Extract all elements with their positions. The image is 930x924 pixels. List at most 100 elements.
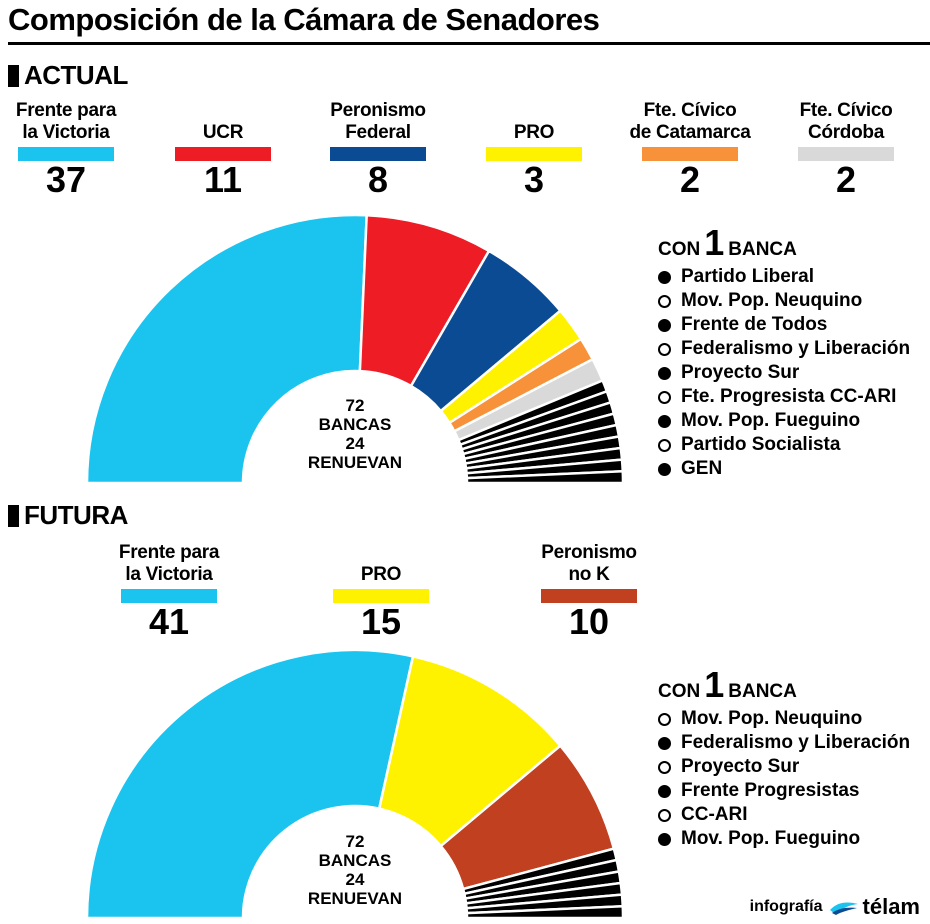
party-name: Peronismo no K <box>541 542 637 586</box>
filled-circle-icon <box>658 366 671 380</box>
party-name: PRO <box>486 100 582 144</box>
party-block: PRO 15 <box>333 542 429 641</box>
page-title: Composición de la Cámara de Senadores <box>8 2 600 37</box>
legend-number: 1 <box>704 222 725 263</box>
party-name-line1: Frente para <box>118 542 220 563</box>
telam-logo-icon <box>829 902 858 915</box>
legend-item: Proyecto Sur <box>658 361 910 385</box>
party-name-line2: la Victoria <box>22 122 110 143</box>
hemicycle-segment <box>85 213 368 485</box>
legend-item: Mov. Pop. Fueguino <box>658 409 910 433</box>
total-seats: 72 <box>345 832 365 851</box>
legend-item-label: Federalismo y Liberación <box>681 338 911 359</box>
party-name: PRO <box>333 542 429 586</box>
filled-circle-icon <box>658 784 671 798</box>
legend-heading: CON 1 BANCA <box>658 222 910 263</box>
party-block: Frente para la Victoria 37 <box>15 100 117 200</box>
filled-circle-icon <box>658 736 671 750</box>
party-block: Fte. Cívico Córdoba 2 <box>798 100 894 199</box>
empty-circle-icon <box>658 390 671 404</box>
legend-prefix: CON <box>658 239 701 260</box>
credit-brand: télam <box>862 894 920 919</box>
party-name-line2: Córdoba <box>807 122 884 143</box>
renew-count: 24 <box>345 434 365 453</box>
party-name-line1: Peronismo <box>541 542 637 563</box>
party-name-line2: no K <box>568 564 610 585</box>
party-block: Fte. Cívico de Catamarca 2 <box>629 100 750 200</box>
heading-square-icon <box>8 64 19 87</box>
seats-word: BANCAS <box>318 415 392 434</box>
party-seat-count: 2 <box>835 159 857 200</box>
legend-item: Frente de Todos <box>658 313 910 337</box>
party-name-line1: Peronismo <box>330 100 426 121</box>
renew-count: 24 <box>345 870 365 889</box>
seats-word: BANCAS <box>318 851 392 870</box>
party-color-swatch <box>333 589 429 603</box>
hemicycle-segment <box>85 648 415 920</box>
legend-item: GEN <box>658 457 910 481</box>
empty-circle-icon <box>658 712 671 726</box>
legend-item-label: Federalismo y Liberación <box>681 732 911 753</box>
party-name: Frente para la Victoria <box>15 100 117 144</box>
legend-suffix: BANCA <box>728 239 797 260</box>
legend-item-label: Fte. Progresista CC-ARI <box>681 386 897 407</box>
party-name-line2: UCR <box>202 122 244 143</box>
party-block: Peronismo Federal 8 <box>330 100 426 199</box>
credit: infografía télam <box>750 894 920 920</box>
party-seat-count: 2 <box>679 159 701 200</box>
center-label-futura: 72 BANCAS 24 RENUEVAN <box>290 832 420 908</box>
hemicycle-segment <box>465 470 625 485</box>
section-heading-actual-label: ACTUAL <box>24 60 128 90</box>
party-name-line1: Fte. Cívico <box>799 100 893 121</box>
legend-item: Federalismo y Liberación <box>658 337 910 361</box>
empty-circle-icon <box>658 342 671 356</box>
legend-item: Frente Progresistas <box>658 779 910 803</box>
legend-item-label: Mov. Pop. Neuquino <box>681 708 863 729</box>
empty-circle-icon <box>658 808 671 822</box>
party-name: Peronismo Federal <box>330 100 426 144</box>
filled-circle-icon <box>658 832 671 846</box>
filled-circle-icon <box>658 270 671 284</box>
party-seat-count: 37 <box>45 159 87 200</box>
party-block: Peronismo no K 10 <box>541 542 637 641</box>
hemicycle-segment <box>465 905 625 920</box>
party-color-swatch <box>486 147 582 161</box>
legend-suffix: BANCA <box>728 681 797 702</box>
party-color-swatch <box>121 589 217 603</box>
legend-item-label: Proyecto Sur <box>681 362 800 383</box>
filled-circle-icon <box>658 462 671 476</box>
legend-item: Partido Liberal <box>658 265 910 289</box>
legend-prefix: CON <box>658 681 701 702</box>
empty-circle-icon <box>658 760 671 774</box>
hemicycle-chart-actual <box>85 213 625 485</box>
legend-items: Mov. Pop. Neuquino Federalismo y Liberaci… <box>658 707 910 851</box>
empty-circle-icon <box>658 438 671 452</box>
legend-item: Federalismo y Liberación <box>658 731 910 755</box>
empty-circle-icon <box>658 294 671 308</box>
total-seats: 72 <box>345 396 365 415</box>
section-heading-actual: ACTUAL <box>8 60 128 91</box>
party-color-swatch <box>642 147 738 161</box>
party-seat-count: 15 <box>360 601 402 642</box>
renew-word: RENUEVAN <box>307 453 403 472</box>
single-seat-legend-futura: CON 1 BANCA Mov. Pop. Neuquino Federalism… <box>658 667 910 851</box>
party-name-line1: Frente para <box>15 100 117 121</box>
party-color-swatch <box>798 147 894 161</box>
legend-items: Partido Liberal Mov. Pop. Neuquino Frente … <box>658 265 910 481</box>
party-name-line1: Fte. Cívico <box>643 100 737 121</box>
party-seat-count: 3 <box>523 159 545 200</box>
legend-item: CC-ARI <box>658 803 910 827</box>
legend-item-label: CC-ARI <box>681 804 748 825</box>
legend-heading: CON 1 BANCA <box>658 667 910 703</box>
party-name-line2: PRO <box>360 564 402 585</box>
title-rule <box>8 42 930 45</box>
legend-item-label: Mov. Pop. Fueguino <box>681 828 861 849</box>
party-name-line2: la Victoria <box>125 564 213 585</box>
party-block: Frente para la Victoria 41 <box>118 542 220 641</box>
legend-item-label: Mov. Pop. Neuquino <box>681 290 863 311</box>
legend-item-label: Mov. Pop. Fueguino <box>681 410 861 431</box>
party-name-line2: PRO <box>513 122 555 143</box>
section-heading-futura-label: FUTURA <box>24 500 128 530</box>
heading-square-icon <box>8 504 19 527</box>
legend-item-label: Frente Progresistas <box>681 780 860 801</box>
